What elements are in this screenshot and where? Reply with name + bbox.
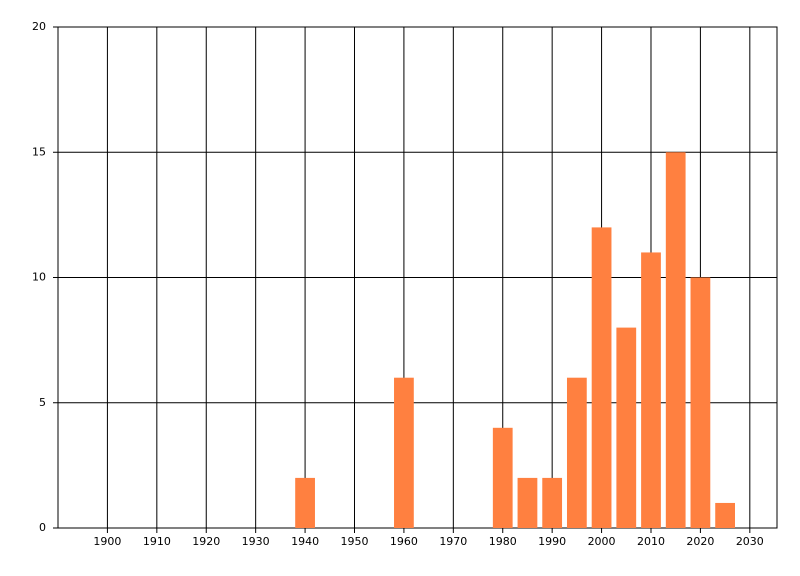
y-tick-label: 10 xyxy=(32,271,46,284)
bar xyxy=(394,377,414,528)
bar xyxy=(566,377,587,528)
bar xyxy=(715,502,735,528)
bar xyxy=(517,477,538,528)
y-tick-label: 20 xyxy=(32,20,46,33)
y-tick-label: 0 xyxy=(39,521,46,534)
x-tick-label: 2010 xyxy=(637,535,665,548)
x-tick-label: 2030 xyxy=(736,535,764,548)
x-tick-label: 2020 xyxy=(686,535,714,548)
x-tick-label: 1990 xyxy=(538,535,566,548)
x-tick-label: 1910 xyxy=(143,535,171,548)
x-tick-label: 1930 xyxy=(242,535,270,548)
x-tick-label: 1950 xyxy=(340,535,368,548)
x-tick-label: 1900 xyxy=(93,535,121,548)
x-tick-label: 1920 xyxy=(192,535,220,548)
y-tick-label: 5 xyxy=(39,396,46,409)
y-tick-label: 15 xyxy=(32,145,46,158)
x-tick-label: 1940 xyxy=(291,535,319,548)
bar xyxy=(542,477,563,528)
bar xyxy=(665,152,686,528)
bar xyxy=(295,477,315,528)
x-tick-label: 1960 xyxy=(390,535,418,548)
x-tick-label: 1970 xyxy=(439,535,467,548)
bar xyxy=(591,227,612,528)
bar xyxy=(492,427,513,528)
bar xyxy=(616,327,637,528)
x-tick-label: 2000 xyxy=(588,535,616,548)
bar xyxy=(641,252,661,528)
x-tick-label: 1980 xyxy=(489,535,517,548)
bar xyxy=(690,277,711,528)
